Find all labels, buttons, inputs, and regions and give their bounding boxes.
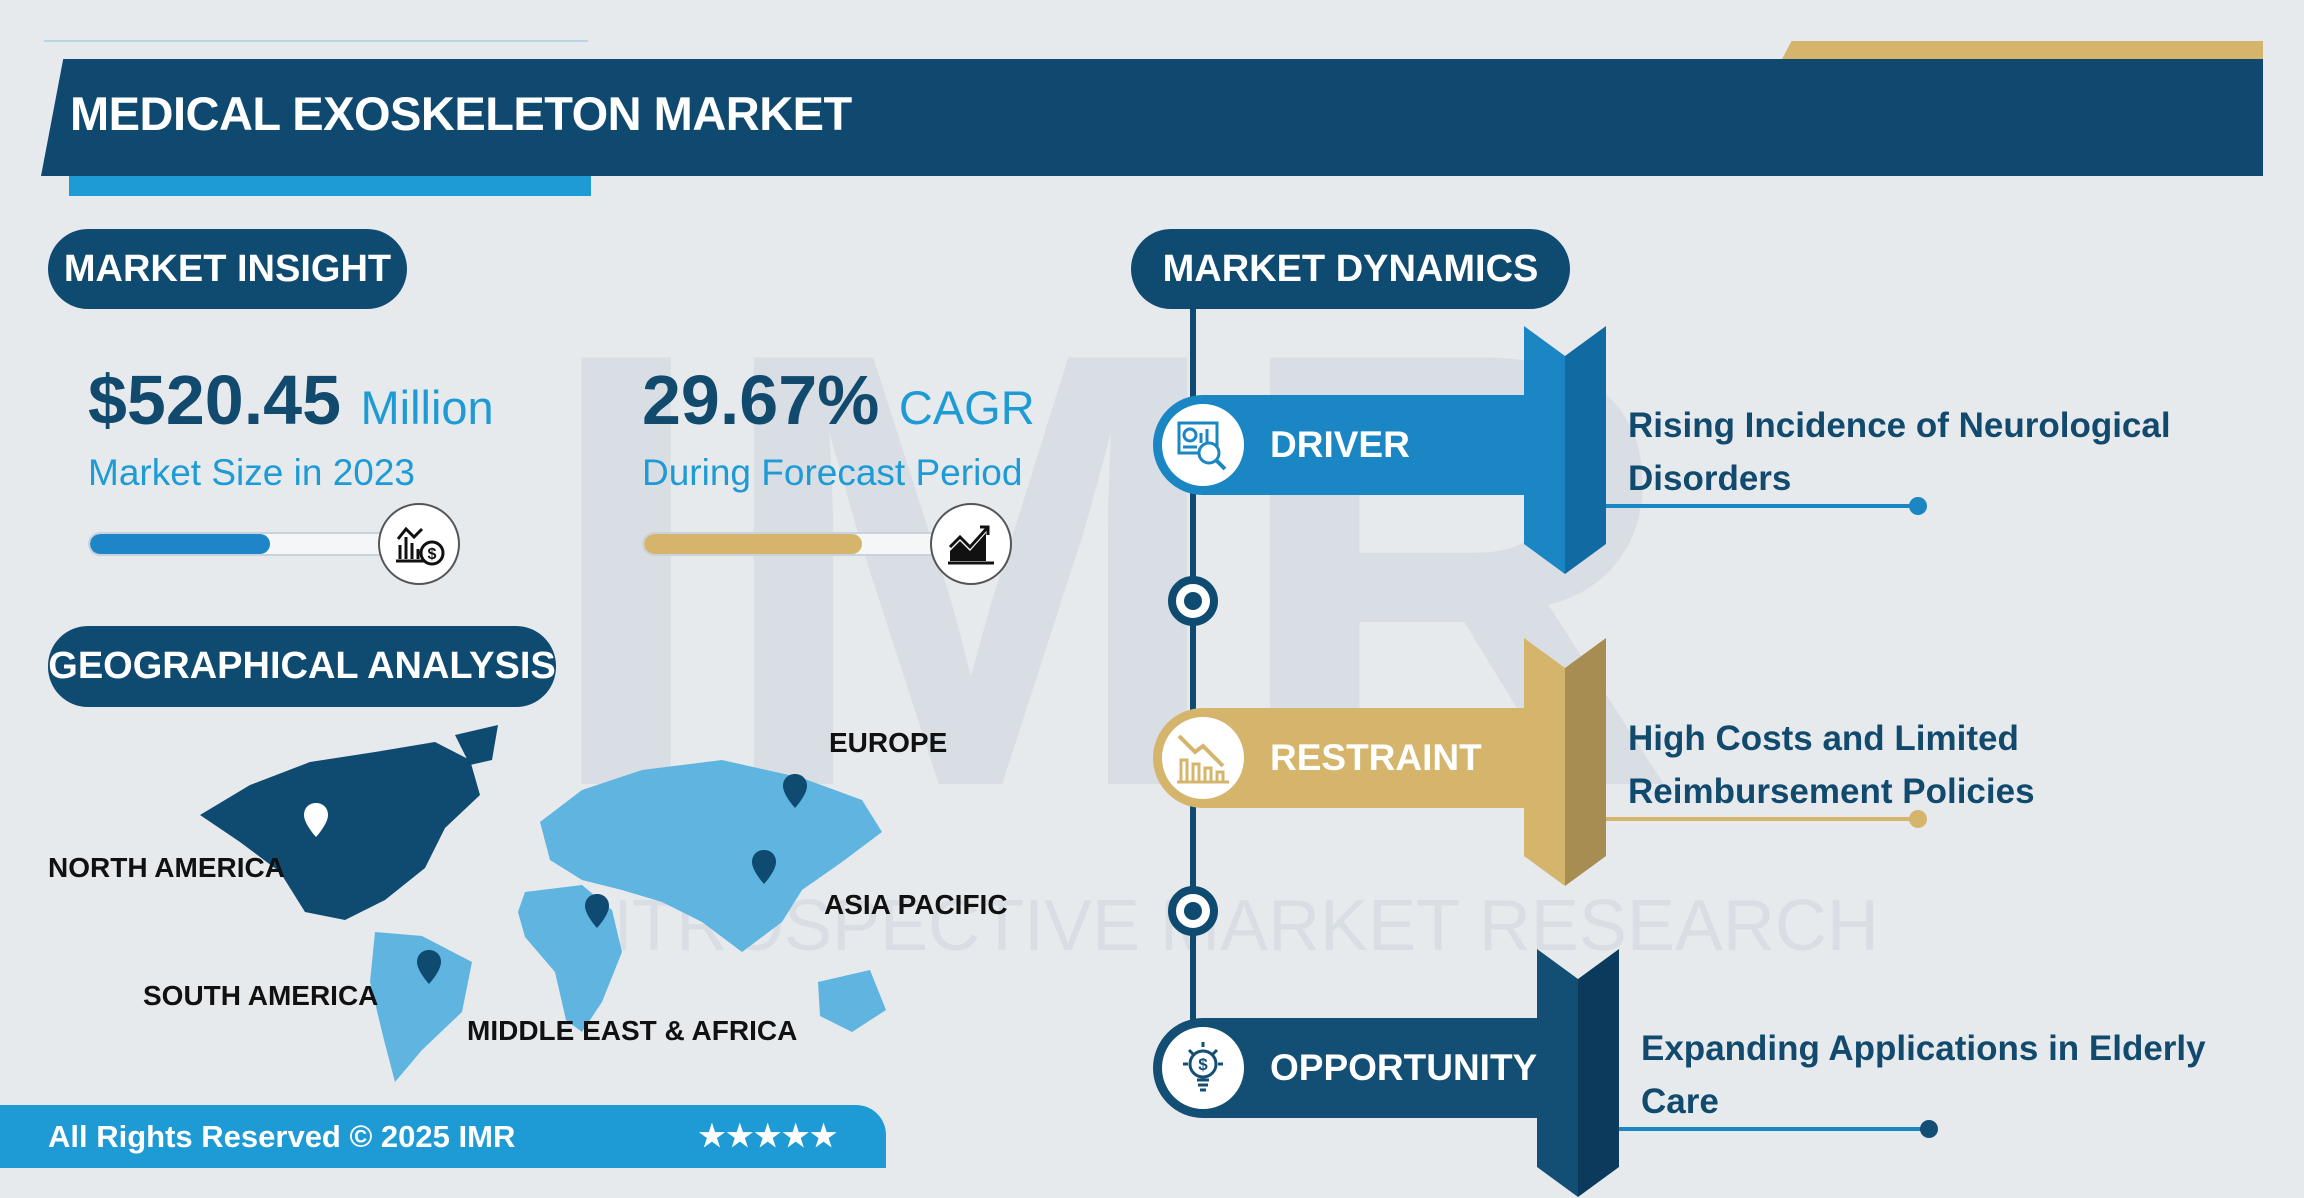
region-label-south-america: SOUTH AMERICA	[143, 980, 379, 1011]
opportunity-description: Expanding Applications in Elderly Care	[1641, 1022, 2206, 1128]
opportunity-chevron	[1537, 949, 1578, 1197]
driver-description: Rising Incidence of Neurological Disorde…	[1628, 399, 2171, 505]
opportunity-connector-dot	[1920, 1120, 1938, 1138]
driver-description-line1: Rising Incidence of Neurological	[1628, 406, 2171, 445]
market-size-unit: Million	[360, 381, 494, 434]
region-label-middle-east-africa: MIDDLE EAST & AFRICA	[467, 1015, 798, 1046]
pin-south-america-icon	[417, 950, 441, 984]
driver-connector-line	[1606, 504, 1918, 508]
driver-chevron	[1524, 326, 1565, 574]
map-north-america[interactable]	[200, 725, 498, 920]
declining-chart-icon	[1156, 711, 1250, 805]
restraint-description-line2: Reimbursement Policies	[1628, 772, 2035, 811]
map-eurasia[interactable]	[540, 760, 882, 952]
driver-chevron-shade	[1565, 326, 1606, 574]
market-size-progress	[88, 532, 419, 556]
pin-north-america-icon	[304, 803, 328, 837]
opportunity-description-line1: Expanding Applications in Elderly	[1641, 1029, 2206, 1068]
svg-text:$: $	[1198, 1055, 1208, 1074]
opportunity-chevron-shade	[1578, 949, 1619, 1197]
cagr-progress-fill	[644, 534, 862, 554]
opportunity-connector-line	[1619, 1127, 1929, 1131]
restraint-connector-line	[1606, 817, 1918, 821]
pin-asia-icon	[752, 850, 776, 884]
timeline-node	[1168, 886, 1218, 936]
restraint-connector-dot	[1909, 810, 1927, 828]
opportunity-description-line2: Care	[1641, 1082, 1719, 1121]
market-size-caption: Market Size in 2023	[88, 452, 416, 493]
page-title: MEDICAL EXOSKELETON MARKET	[70, 87, 852, 140]
restraint-description: High Costs and Limited Reimbursement Pol…	[1628, 712, 2035, 818]
restraint-description-line1: High Costs and Limited	[1628, 719, 2019, 758]
market-insight-label: MARKET INSIGHT	[48, 229, 407, 309]
copyright-text: All Rights Reserved © 2025 IMR	[48, 1118, 516, 1154]
restraint-bar[interactable]: RESTRAINT	[1153, 708, 1526, 808]
market-dynamics-label: MARKET DYNAMICS	[1131, 229, 1570, 309]
driver-bar[interactable]: DRIVER	[1153, 395, 1526, 495]
restraint-label: RESTRAINT	[1270, 737, 1482, 778]
opportunity-bar[interactable]: $ OPPORTUNITY	[1153, 1018, 1539, 1118]
lightbulb-dollar-icon: $	[1156, 1021, 1250, 1115]
driver-description-line2: Disorders	[1628, 459, 1792, 498]
driver-label: DRIVER	[1270, 424, 1410, 465]
rating-stars-icon: ★★★★★	[698, 1120, 838, 1153]
map-australia[interactable]	[818, 970, 886, 1032]
growth-chart-icon	[930, 503, 1012, 585]
analytics-magnifier-icon	[1156, 398, 1250, 492]
svg-text:$: $	[428, 546, 437, 563]
pin-africa-icon	[585, 894, 609, 928]
market-size-number: $520.45	[88, 361, 342, 439]
cagr-value: 29.67% CAGR	[642, 360, 1035, 440]
restraint-chevron-shade	[1565, 638, 1606, 886]
driver-connector-dot	[1909, 497, 1927, 515]
timeline-line	[1190, 309, 1196, 1073]
pin-europe-icon	[783, 774, 807, 808]
geographical-analysis-label: GEOGRAPHICAL ANALYSIS	[48, 626, 556, 707]
region-label-asia-pacific: ASIA PACIFIC	[824, 889, 1008, 920]
timeline-node	[1168, 576, 1218, 626]
market-size-progress-fill	[90, 534, 270, 554]
header-band	[41, 59, 2263, 176]
header-top-line	[44, 40, 588, 42]
footer-bar: All Rights Reserved © 2025 IMR ★★★★★	[0, 1105, 886, 1168]
bar-chart-dollar-icon: $	[378, 503, 460, 585]
header-blue-strip	[69, 176, 591, 196]
header-gold-strip	[1782, 41, 2263, 59]
cagr-progress	[642, 532, 971, 556]
cagr-number: 29.67%	[642, 361, 880, 439]
restraint-chevron	[1524, 638, 1565, 886]
region-label-europe: EUROPE	[829, 727, 948, 758]
market-size-value: $520.45 Million	[88, 360, 494, 440]
region-label-north-america: NORTH AMERICA	[48, 852, 285, 883]
world-map	[200, 725, 886, 1082]
map-south-america[interactable]	[370, 932, 472, 1082]
opportunity-label: OPPORTUNITY	[1270, 1047, 1538, 1088]
cagr-unit: CAGR	[898, 381, 1035, 434]
cagr-caption: During Forecast Period	[642, 452, 1023, 493]
